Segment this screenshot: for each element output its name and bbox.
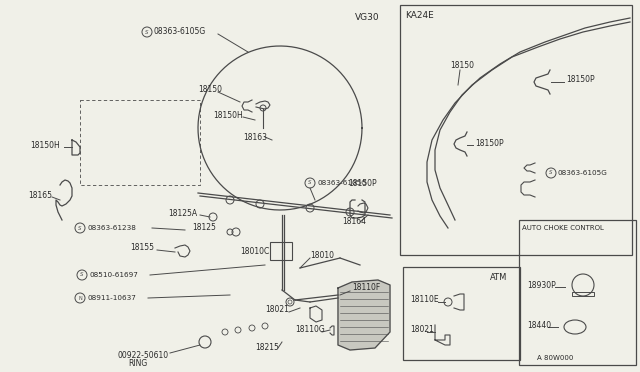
- Text: 18163: 18163: [243, 132, 267, 141]
- Text: VG30: VG30: [355, 13, 380, 22]
- Text: 18021: 18021: [410, 326, 434, 334]
- Text: 18150: 18150: [450, 61, 474, 70]
- Text: 08363-61238: 08363-61238: [88, 225, 137, 231]
- Text: AUTO CHOKE CONTROL: AUTO CHOKE CONTROL: [522, 225, 604, 231]
- Text: A 80W000: A 80W000: [537, 355, 573, 361]
- Text: 18110G: 18110G: [295, 326, 324, 334]
- Text: 18150P: 18150P: [348, 179, 376, 187]
- Text: RING: RING: [128, 359, 147, 368]
- Text: S: S: [308, 180, 312, 186]
- Text: 08363-6105G: 08363-6105G: [317, 180, 367, 186]
- Text: S: S: [78, 225, 82, 231]
- Text: 08363-6105G: 08363-6105G: [154, 28, 206, 36]
- Text: 18164: 18164: [342, 218, 366, 227]
- Text: N: N: [78, 295, 82, 301]
- Text: 08363-6105G: 08363-6105G: [558, 170, 608, 176]
- Text: 18125A: 18125A: [168, 208, 197, 218]
- Bar: [270, 242, 292, 260]
- Text: 18010: 18010: [310, 250, 334, 260]
- Text: 08510-61697: 08510-61697: [90, 272, 139, 278]
- Bar: [403, 267, 520, 360]
- Bar: [572, 292, 594, 296]
- Text: 18010C: 18010C: [240, 247, 269, 257]
- Text: 18440: 18440: [527, 321, 551, 330]
- Text: 18021: 18021: [265, 305, 289, 314]
- Text: 00922-50610: 00922-50610: [118, 350, 169, 359]
- Text: 18930P: 18930P: [527, 280, 556, 289]
- Text: 08911-10637: 08911-10637: [88, 295, 137, 301]
- Text: 18150H: 18150H: [213, 110, 243, 119]
- Text: 18150H: 18150H: [30, 141, 60, 150]
- Text: S: S: [80, 273, 84, 278]
- Text: 18155: 18155: [130, 244, 154, 253]
- Text: 18125: 18125: [192, 224, 216, 232]
- Text: ATM: ATM: [490, 273, 508, 282]
- Bar: [519, 220, 636, 365]
- Text: 18150P: 18150P: [566, 76, 595, 84]
- Polygon shape: [338, 280, 390, 350]
- Text: 18150: 18150: [198, 86, 222, 94]
- Text: S: S: [549, 170, 553, 176]
- Text: 18165: 18165: [28, 190, 52, 199]
- Text: 18110F: 18110F: [352, 283, 380, 292]
- Text: 18150P: 18150P: [475, 138, 504, 148]
- Text: S: S: [145, 29, 148, 35]
- Text: KA24E: KA24E: [405, 10, 434, 19]
- Text: 18215: 18215: [255, 343, 279, 353]
- Text: 18110E: 18110E: [410, 295, 438, 305]
- Bar: [400, 5, 632, 255]
